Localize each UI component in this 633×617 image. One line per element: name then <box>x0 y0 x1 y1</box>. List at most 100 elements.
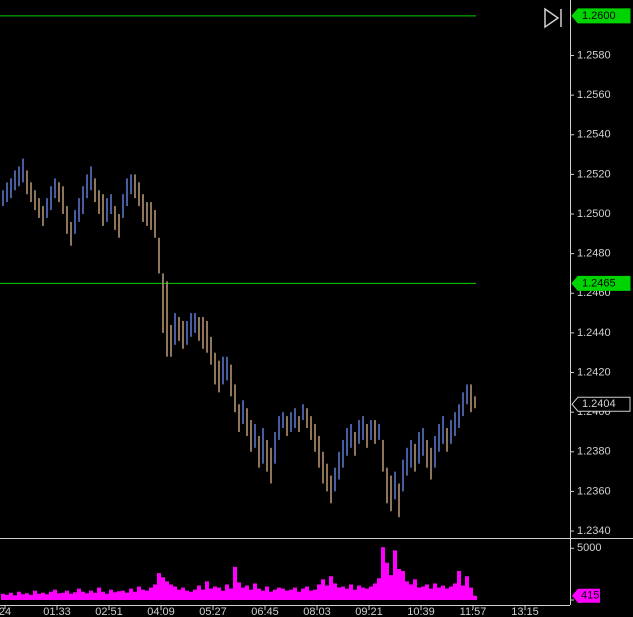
volume-bar <box>65 590 69 600</box>
volume-bar <box>457 571 461 600</box>
volume-bar <box>105 593 109 600</box>
volume-bar <box>189 591 193 600</box>
volume-bar <box>229 588 233 600</box>
volume-bar <box>413 579 417 600</box>
last-price-tag <box>571 396 631 412</box>
x-tick-label: 06:45 <box>251 606 279 617</box>
volume-bar <box>169 584 173 600</box>
level-tag <box>571 8 631 24</box>
volume-bar <box>89 590 93 600</box>
volume-bar <box>137 586 141 600</box>
volume-bar <box>145 590 149 600</box>
volume-bar <box>81 591 85 600</box>
volume-bar <box>337 587 341 600</box>
volume-bar <box>473 595 477 600</box>
volume-bar <box>197 585 201 600</box>
volume-tick-label: 5000 <box>577 542 601 554</box>
volume-bar <box>301 588 305 600</box>
volume-bar <box>393 550 397 600</box>
volume-bar <box>77 588 81 600</box>
volume-bar <box>25 593 29 600</box>
x-tick-label: 10:39 <box>407 606 435 617</box>
volume-bar <box>117 591 121 600</box>
x-tick-label: 09:21 <box>355 606 383 617</box>
volume-bar <box>305 586 309 600</box>
volume-bar <box>377 578 381 600</box>
volume-bar <box>141 589 145 600</box>
volume-bar <box>133 591 137 600</box>
x-tick-label: 11:57 <box>460 606 487 617</box>
volume-bar <box>465 576 469 600</box>
y-tick-label: 1.2360 <box>577 485 611 497</box>
volume-bar <box>201 589 205 600</box>
volume-bar <box>113 592 117 600</box>
y-tick-label: 1.2440 <box>577 327 611 339</box>
volume-bar <box>173 586 177 600</box>
volume-bar <box>449 586 453 600</box>
volume-bar <box>9 592 13 600</box>
volume-bar <box>265 586 269 600</box>
volume-bar <box>129 588 133 600</box>
volume-bar <box>349 584 353 600</box>
volume-bar <box>361 587 365 600</box>
volume-bar <box>217 587 221 600</box>
volume-bar <box>213 586 217 600</box>
volume-bar <box>269 591 273 600</box>
volume-bar <box>385 562 389 600</box>
volume-bar <box>373 583 377 600</box>
volume-bar <box>353 589 357 600</box>
volume-bar <box>109 589 113 600</box>
volume-bar <box>101 591 105 600</box>
last-volume-label: 415 <box>581 590 599 602</box>
volume-bar <box>121 590 125 600</box>
y-tick-label: 1.2580 <box>577 49 611 61</box>
volume-bar <box>321 579 325 600</box>
y-tick-label: 1.2380 <box>577 446 611 458</box>
volume-bar <box>253 583 257 600</box>
volume-bar <box>405 581 409 600</box>
volume-bar <box>185 590 189 600</box>
volume-bar <box>57 593 61 600</box>
level-label: 1.2600 <box>582 10 616 22</box>
x-tick-label: 04:09 <box>147 606 175 617</box>
volume-bar <box>417 587 421 600</box>
volume-bar <box>149 587 153 600</box>
volume-bar <box>333 583 337 600</box>
volume-bar <box>205 581 209 600</box>
volume-bar <box>437 587 441 600</box>
volume-bar <box>181 587 185 600</box>
volume-bar <box>177 589 181 600</box>
volume-bar <box>125 592 129 600</box>
volume-bar <box>249 589 253 600</box>
y-tick-label: 1.2420 <box>577 366 611 378</box>
x-tick-label: 08:03 <box>303 606 331 617</box>
volume-bar <box>285 590 289 600</box>
volume-bar <box>381 547 385 600</box>
volume-bar <box>469 587 473 600</box>
x-tick-label: 02:51 <box>95 606 123 617</box>
y-tick-label: 1.2480 <box>577 248 611 260</box>
volume-bar <box>433 583 437 600</box>
last-volume-tag <box>572 588 600 603</box>
volume-bar <box>221 590 225 600</box>
volume-bar <box>313 589 317 600</box>
volume-bar <box>409 584 413 600</box>
volume-bar <box>425 584 429 600</box>
level-label: 1.2465 <box>582 277 616 289</box>
volume-bar <box>97 587 101 600</box>
volume-bar <box>257 588 261 600</box>
volume-bar <box>357 585 361 600</box>
volume-bar <box>261 590 265 600</box>
volume-bar <box>29 594 33 600</box>
volume-bar <box>45 594 49 600</box>
volume-bar <box>33 590 37 600</box>
end-of-chart-icon[interactable] <box>544 7 562 29</box>
volume-bar <box>5 594 9 600</box>
volume-bar <box>401 571 405 600</box>
level-tag <box>571 275 631 291</box>
volume-bar <box>161 577 165 600</box>
volume-bar <box>273 589 277 600</box>
volume-bar <box>1 593 5 600</box>
volume-bar <box>157 573 161 600</box>
